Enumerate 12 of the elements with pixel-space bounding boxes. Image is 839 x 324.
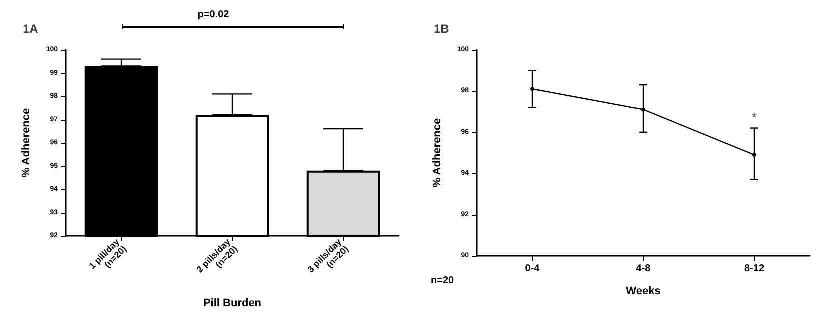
text: p=0.02	[198, 10, 230, 20]
chart-title: 1B	[434, 22, 450, 36]
x-tick-label: 0-4	[525, 264, 540, 274]
text: n=20	[431, 276, 455, 286]
x-tick-label: 4-8	[636, 264, 652, 274]
chart-title: 1A	[23, 22, 39, 36]
y-axis-title: % Adherence	[432, 118, 444, 188]
x-tick-label: 8-12	[744, 264, 765, 274]
annotation: *	[752, 110, 758, 124]
x-axis-title: Weeks	[626, 286, 661, 298]
x-axis-title: Pill Burden	[203, 298, 262, 310]
y-axis-title: % Adherence	[20, 108, 32, 178]
